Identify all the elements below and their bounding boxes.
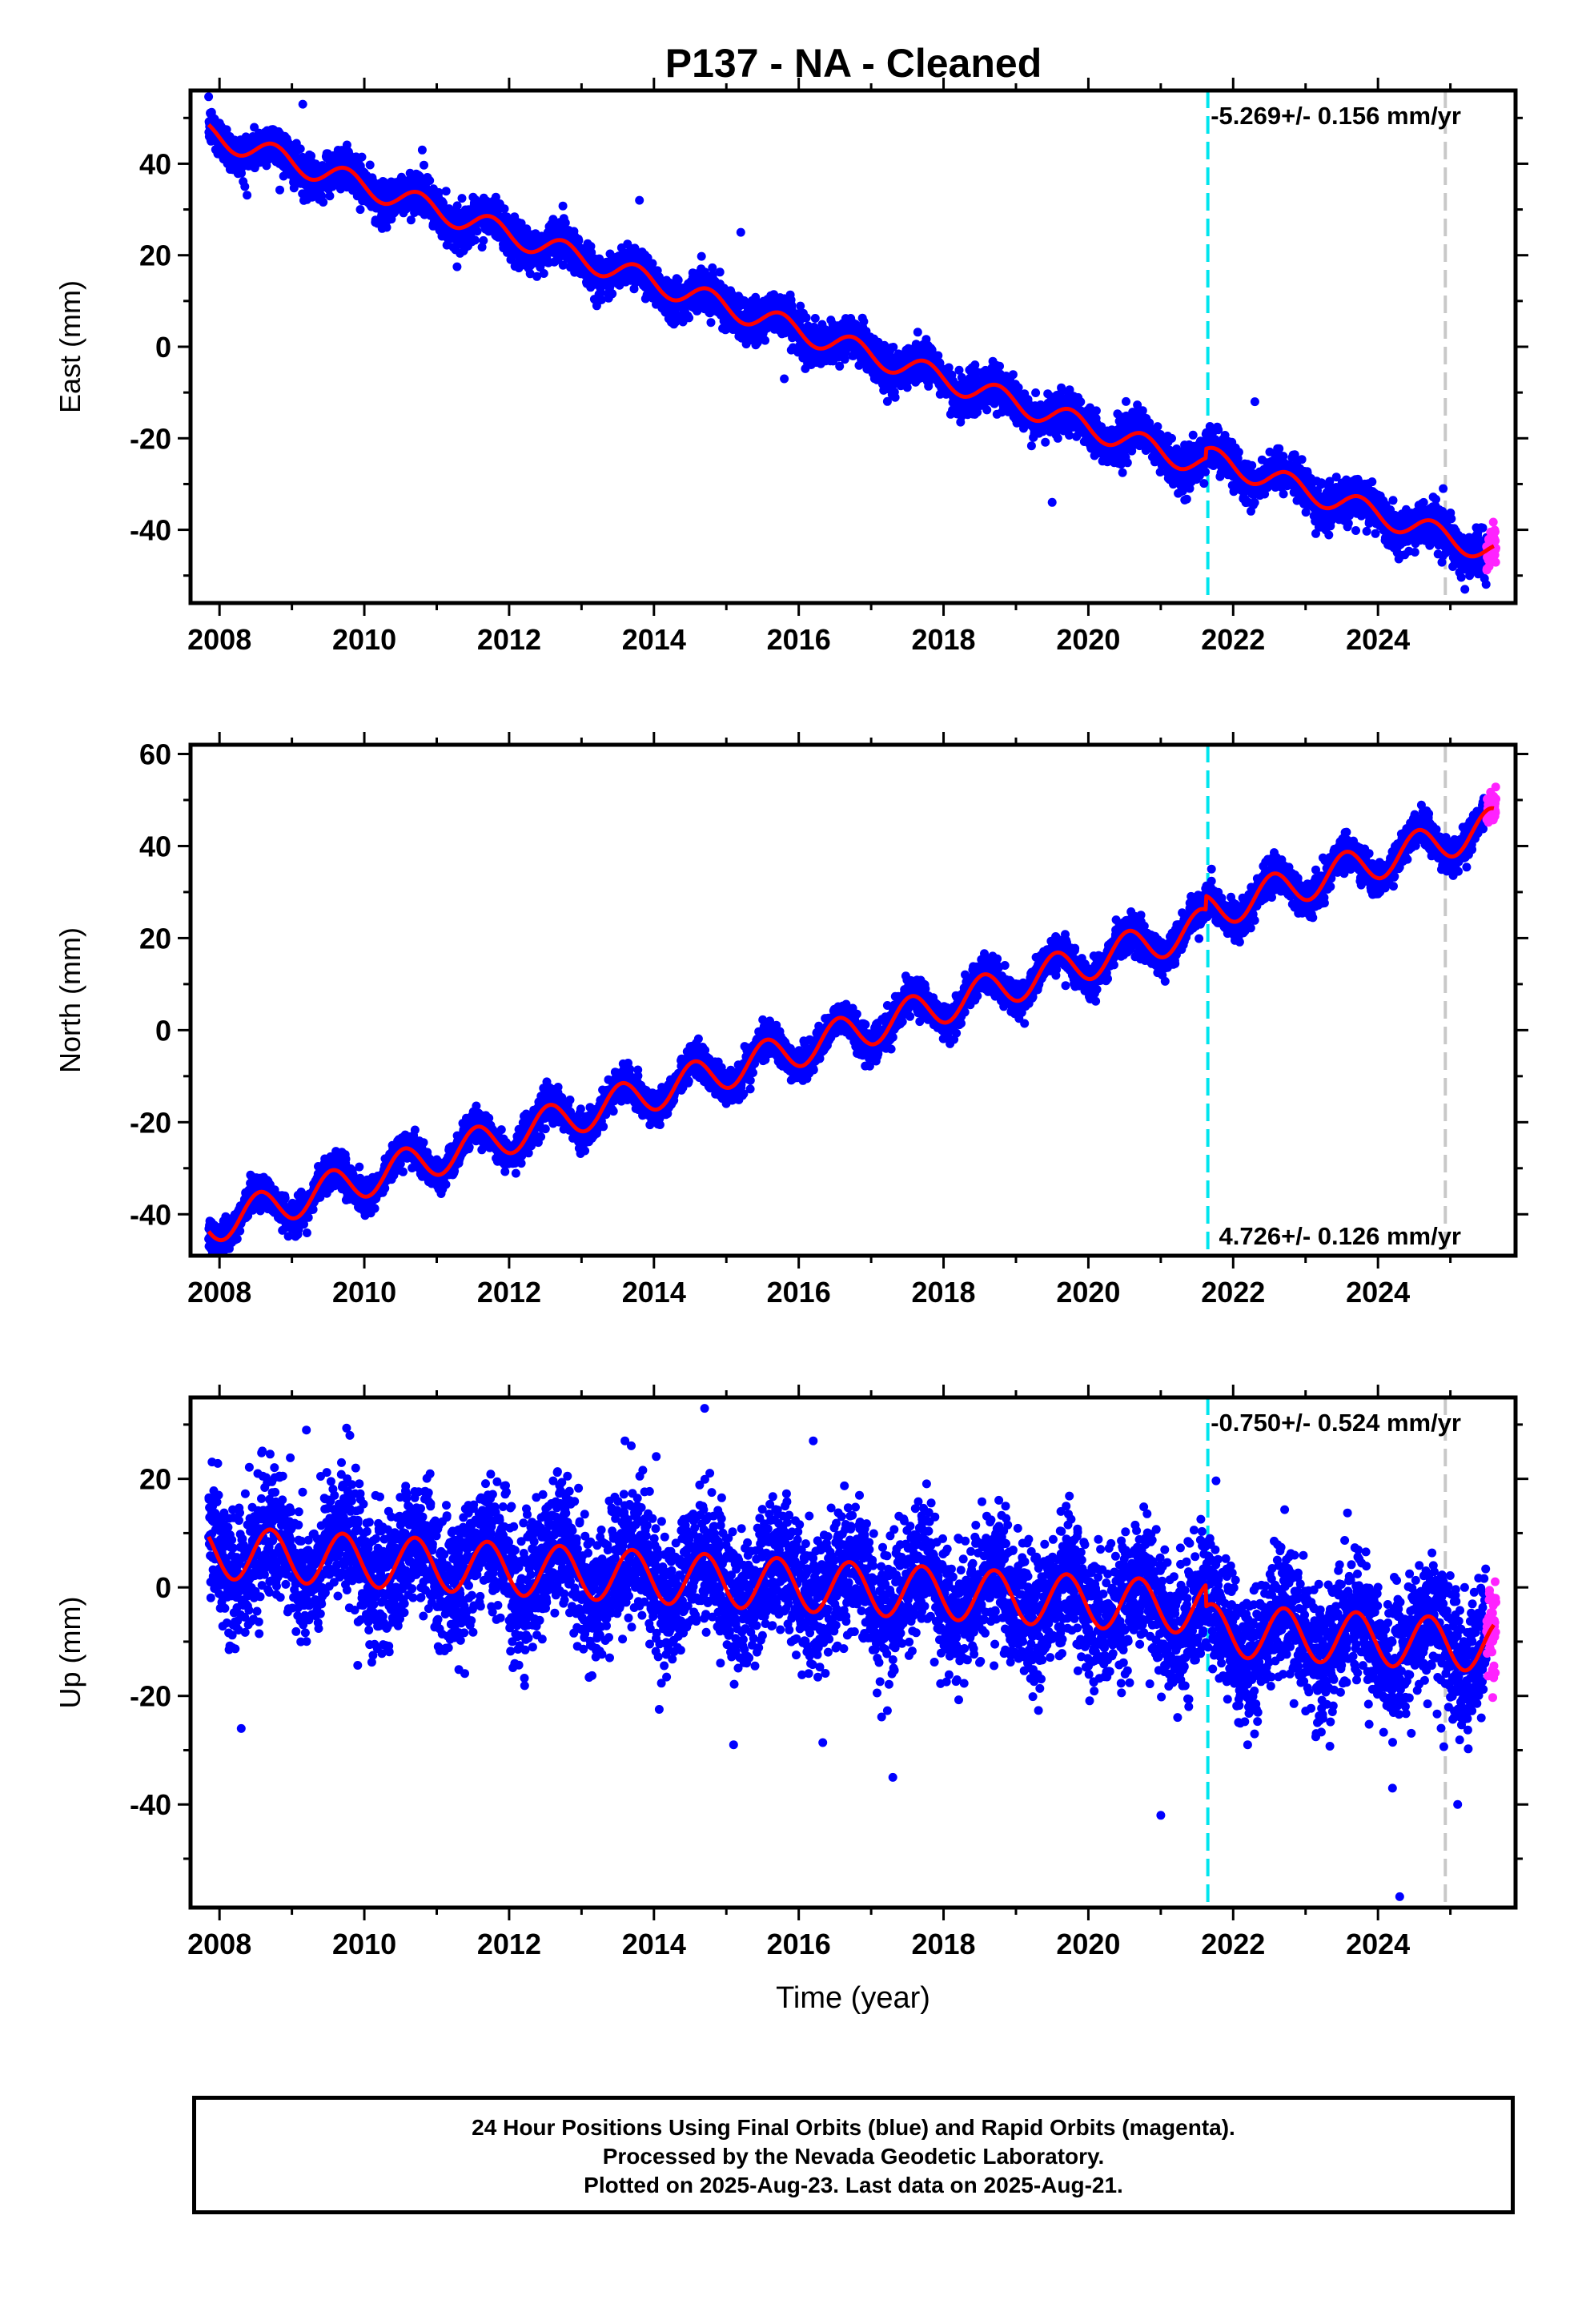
east-data-point [810, 314, 820, 323]
east-data-point [491, 192, 500, 202]
east-final-orbit-points [204, 92, 1492, 594]
east-data-point [558, 201, 568, 211]
east-data-point [801, 313, 811, 323]
east-data-point [1182, 494, 1191, 504]
east-data-point [648, 259, 657, 268]
east-data-point [479, 235, 488, 245]
east-data-point [1041, 437, 1050, 447]
east-data-point [706, 318, 716, 328]
east-data-point [1065, 431, 1074, 440]
east-data-point [425, 176, 435, 185]
chart-title: P137 - NA - Cleaned [665, 41, 1042, 86]
east-data-point [406, 215, 416, 225]
east-data-point [275, 185, 284, 195]
east-data-point [596, 295, 606, 304]
east-data-point [1167, 433, 1176, 443]
east-data-point [434, 187, 444, 197]
east-data-point [1091, 406, 1101, 416]
east-data-point [1118, 468, 1127, 477]
east-data-point [1138, 406, 1147, 416]
east-data-point [982, 405, 992, 415]
east-data-point [355, 205, 365, 215]
east-data-point [995, 361, 1004, 371]
east-plot-area [204, 90, 1500, 603]
east-data-point [452, 201, 462, 211]
east-data-point [859, 317, 869, 326]
east-data-point [558, 260, 568, 270]
east-data-point [1188, 430, 1198, 440]
east-data-point [1122, 458, 1132, 468]
east-data-point [685, 313, 694, 323]
east-data-point [532, 271, 542, 281]
east-data-point [420, 160, 428, 170]
east-data-point [574, 236, 584, 245]
east-panel: 2008 2010 2012 2014 2016 2018 2020 2022 2024-40-… [54, 78, 1528, 656]
east-data-point [587, 247, 596, 257]
east-data-point [439, 199, 448, 208]
east-data-point [673, 275, 683, 285]
east-data-point [560, 218, 570, 227]
east-data-point [1076, 397, 1086, 407]
east-data-point [470, 235, 480, 245]
east-data-point [477, 243, 487, 252]
east-data-point [1122, 396, 1130, 406]
east-data-point [1031, 388, 1041, 397]
east-data-point [525, 269, 535, 279]
east-data-point [761, 336, 770, 345]
east-data-point [1026, 441, 1036, 451]
east-data-point [325, 191, 335, 201]
east-data-point [295, 144, 305, 154]
east-data-point [1008, 370, 1018, 380]
east-data-point [715, 267, 725, 277]
east-data-point [243, 191, 252, 200]
east-data-point [608, 289, 617, 299]
east-data-point [457, 194, 467, 203]
east-data-point [709, 270, 717, 279]
east-data-point [204, 92, 214, 102]
east-data-point [890, 392, 900, 402]
east-data-point [500, 204, 509, 214]
east-data-point [382, 223, 391, 232]
east-data-point [342, 140, 351, 150]
east-data-point [697, 251, 706, 261]
east-data-point [1153, 422, 1162, 432]
east-data-point [1053, 433, 1062, 443]
east-data-point [441, 187, 451, 196]
east-data-point [539, 269, 548, 278]
east-data-point [472, 227, 482, 236]
east-data-point [596, 288, 605, 297]
east-data-point [365, 160, 375, 170]
east-data-point [319, 198, 328, 207]
east-data-point [452, 262, 462, 271]
east-data-point [708, 263, 717, 272]
east-data-point [913, 328, 922, 337]
east-data-point [357, 152, 367, 162]
east-data-point [289, 183, 299, 193]
